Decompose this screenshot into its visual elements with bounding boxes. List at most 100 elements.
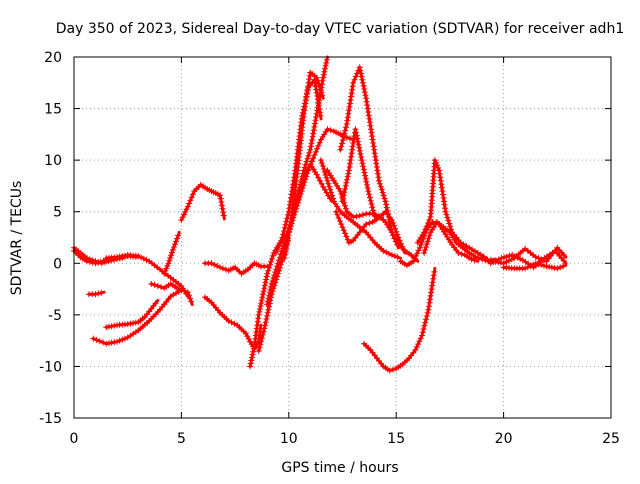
data-point-marker: [394, 241, 401, 248]
data-point-marker: [387, 220, 393, 227]
data-point-marker: [96, 338, 103, 345]
data-point-marker: [266, 289, 273, 296]
data-point-marker: [358, 73, 365, 80]
data-point-marker: [276, 240, 283, 247]
data-point-marker: [540, 262, 547, 269]
data-point-marker: [208, 260, 215, 267]
data-point-marker: [122, 252, 128, 259]
data-point-marker: [487, 260, 494, 267]
data-series-trace: [397, 219, 480, 269]
data-point-marker: [342, 127, 349, 134]
data-point-marker: [250, 348, 257, 355]
data-point-marker: [423, 316, 429, 323]
data-point-marker: [345, 167, 352, 174]
y-tick-label: 10: [44, 153, 62, 169]
data-point-marker: [524, 264, 531, 271]
data-point-marker: [383, 249, 390, 256]
data-point-marker: [274, 246, 281, 253]
data-point-marker: [265, 306, 272, 313]
data-point-marker: [281, 224, 288, 231]
data-point-marker: [415, 247, 422, 254]
data-point-marker: [312, 120, 318, 127]
data-point-marker: [276, 254, 283, 261]
data-series-trace: [86, 289, 106, 298]
data-point-marker: [265, 295, 272, 302]
data-point-marker: [358, 157, 365, 164]
data-point-marker: [261, 263, 268, 270]
data-point-marker: [378, 186, 385, 193]
data-point-marker: [370, 207, 377, 214]
data-point-marker: [290, 214, 297, 221]
data-point-marker: [388, 252, 395, 258]
data-point-marker: [138, 254, 145, 261]
data-point-marker: [417, 335, 424, 342]
data-point-marker: [392, 238, 399, 245]
y-tick-label: 0: [53, 256, 62, 272]
data-point-marker: [314, 104, 321, 111]
data-point-marker: [218, 202, 225, 209]
data-point-marker: [309, 158, 315, 165]
data-point-marker: [315, 174, 322, 181]
data-point-marker: [384, 207, 391, 214]
data-point-marker: [365, 188, 372, 195]
data-point-marker: [169, 246, 176, 253]
data-point-marker: [344, 236, 351, 243]
data-point-marker: [435, 164, 442, 171]
data-series: [71, 55, 568, 374]
data-point-marker: [444, 214, 451, 221]
data-point-marker: [311, 152, 318, 158]
data-point-marker: [187, 197, 194, 204]
data-point-marker: [276, 257, 282, 264]
data-point-marker: [168, 249, 175, 256]
data-point-marker: [365, 112, 372, 119]
data-point-marker: [498, 255, 505, 262]
x-tick-label: 25: [602, 431, 620, 447]
data-point-marker: [445, 217, 452, 224]
data-point-marker: [424, 238, 431, 245]
data-point-marker: [371, 150, 378, 157]
data-point-marker: [340, 227, 347, 234]
data-point-marker: [158, 284, 164, 290]
data-point-marker: [351, 76, 358, 83]
data-point-marker: [185, 292, 192, 299]
data-point-marker: [268, 280, 275, 287]
data-point-marker: [309, 137, 315, 143]
data-point-marker: [379, 189, 386, 196]
data-point-marker: [350, 140, 357, 146]
data-point-marker: [347, 100, 353, 107]
data-point-marker: [284, 238, 291, 245]
data-point-marker: [527, 262, 534, 269]
data-point-marker: [517, 255, 524, 262]
data-point-marker: [300, 170, 307, 177]
data-point-marker: [362, 175, 369, 182]
data-point-marker: [348, 150, 355, 157]
data-point-marker: [256, 344, 263, 351]
data-point-marker: [344, 173, 351, 180]
data-point-marker: [181, 288, 188, 295]
data-point-marker: [441, 201, 448, 208]
data-point-marker: [259, 331, 266, 338]
data-point-marker: [322, 65, 328, 72]
data-point-marker: [328, 189, 335, 196]
data-point-marker: [339, 198, 346, 205]
data-point-marker: [190, 191, 196, 198]
data-point-marker: [442, 208, 449, 215]
x-tick-label: 5: [177, 431, 186, 447]
data-point-marker: [338, 221, 345, 228]
data-point-marker: [318, 180, 325, 187]
data-point-marker: [267, 286, 274, 293]
data-point-marker: [161, 270, 168, 277]
data-point-marker: [490, 259, 497, 265]
x-axis-label: GPS time / hours: [281, 460, 398, 476]
data-point-marker: [356, 144, 363, 151]
data-point-marker: [383, 204, 390, 211]
data-point-marker: [366, 220, 373, 227]
data-point-marker: [339, 137, 346, 144]
data-point-marker: [323, 174, 330, 181]
data-point-marker: [265, 267, 272, 274]
data-point-marker: [257, 306, 263, 312]
data-point-marker: [100, 339, 106, 346]
data-point-marker: [287, 223, 294, 230]
data-point-marker: [314, 107, 321, 114]
